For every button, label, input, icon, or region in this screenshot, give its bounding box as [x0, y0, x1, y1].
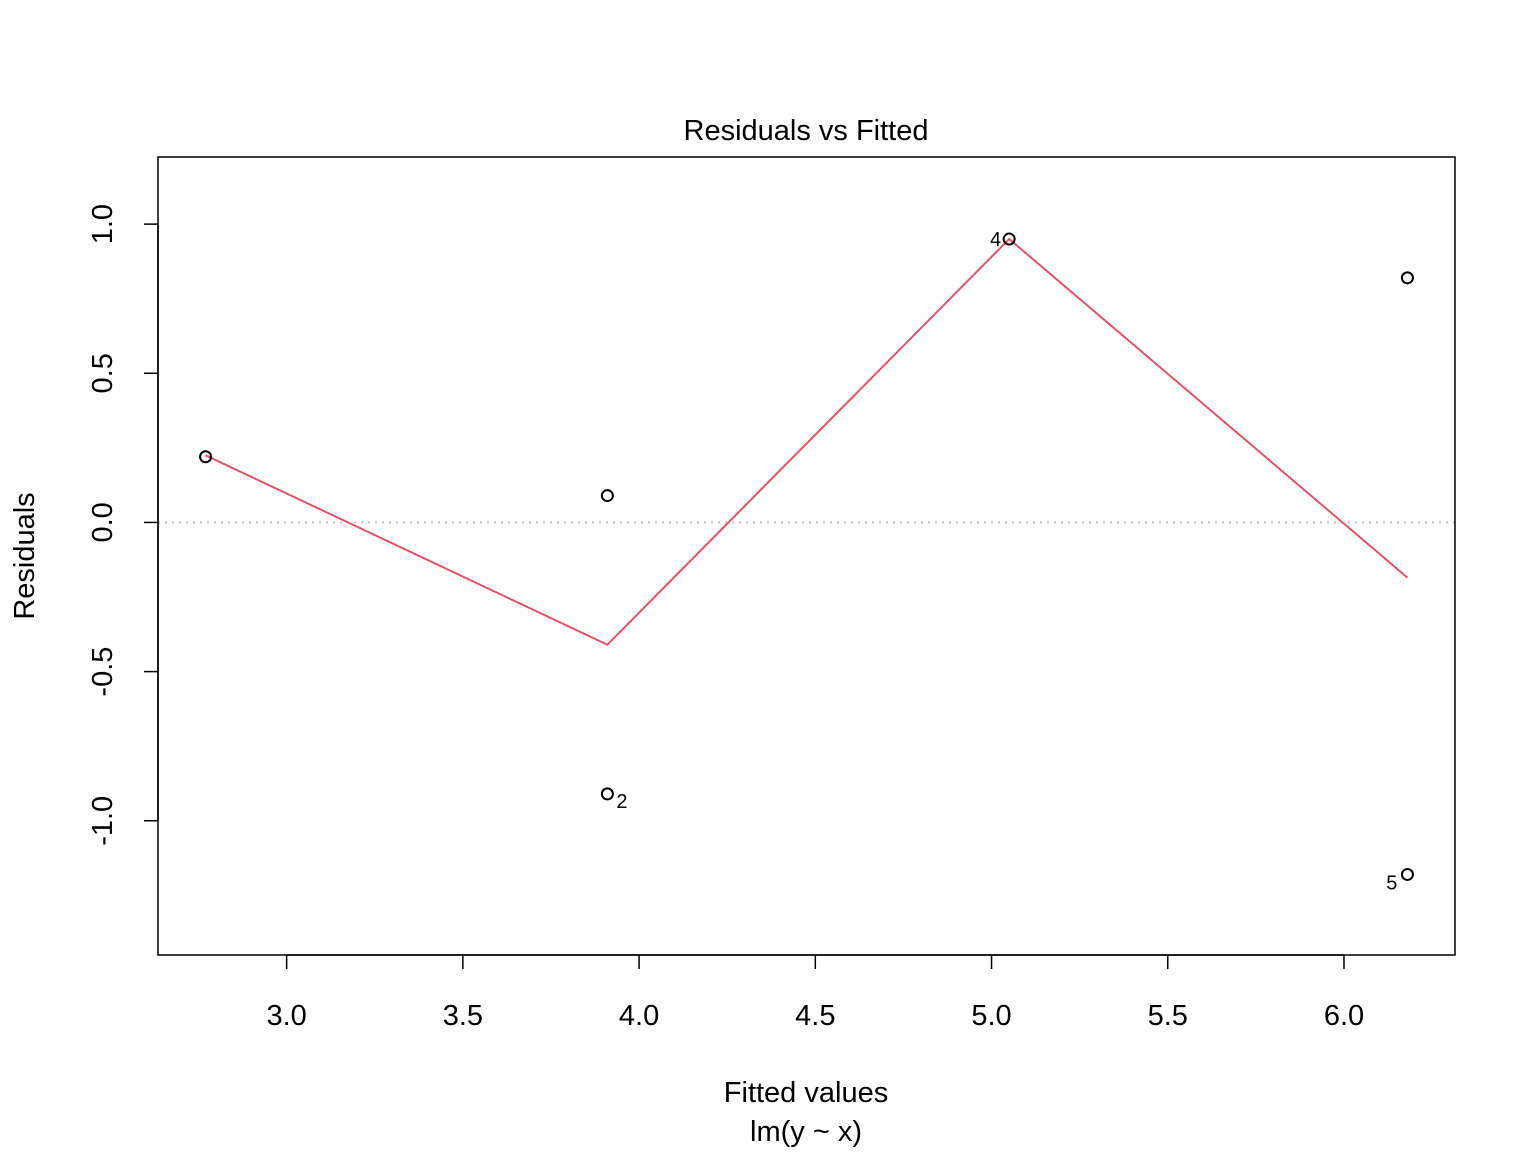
- points-layer: 2 4 5: [199, 229, 1414, 894]
- data-point: [600, 787, 614, 801]
- y-axis-title: Residuals: [9, 492, 41, 619]
- x-tick-label: 6.0: [1324, 1000, 1364, 1032]
- data-point: [1400, 867, 1414, 881]
- chart-title: Residuals vs Fitted: [684, 115, 929, 147]
- data-point: [600, 489, 614, 503]
- smooth-line-layer: [205, 237, 1409, 646]
- y-tick-label: 0.5: [87, 353, 119, 393]
- x-tick-label: 5.5: [1148, 1000, 1188, 1032]
- y-tick-label: -0.5: [87, 647, 119, 697]
- x-axis-subtitle: lm(y ~ x): [750, 1116, 862, 1148]
- x-axis-title: Fitted values: [724, 1077, 888, 1109]
- x-tick-label: 3.0: [266, 1000, 306, 1032]
- point-label: 2: [616, 791, 627, 813]
- point-label: 4: [990, 229, 1001, 251]
- x-tick-label: 5.0: [971, 1000, 1011, 1032]
- point-label: 5: [1386, 872, 1397, 894]
- y-tick-label: 1.0: [87, 204, 119, 244]
- data-point: [199, 450, 213, 464]
- x-tick-label: 4.0: [619, 1000, 659, 1032]
- x-tick-label: 3.5: [443, 1000, 483, 1032]
- smooth-line: [205, 237, 1409, 646]
- y-tick-label: -1.0: [87, 796, 119, 846]
- x-tick-label: 4.5: [795, 1000, 835, 1032]
- data-point: [1400, 271, 1414, 285]
- data-point: [1002, 232, 1016, 246]
- plot-frame: [157, 156, 1456, 956]
- y-tick-label: 0.0: [87, 502, 119, 542]
